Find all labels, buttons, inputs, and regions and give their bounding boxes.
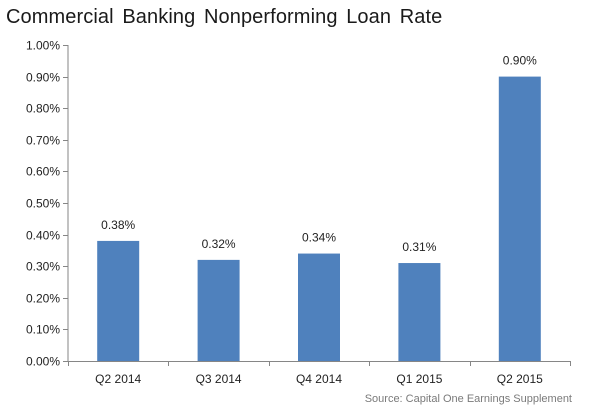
y-tick-label: 0.30%: [26, 260, 60, 274]
y-tick-label: 0.20%: [26, 292, 60, 306]
data-labels: 0.38% 0.32% 0.34% 0.31% 0.90%: [101, 54, 537, 254]
source-note: Source: Capital One Earnings Supplement: [364, 393, 572, 405]
y-axis: 0.00% 0.10% 0.20% 0.30% 0.40% 0.50% 0.60% 0.70%…: [26, 39, 69, 369]
data-label: 0.90%: [503, 54, 537, 68]
bar: [398, 263, 441, 361]
data-label: 0.31%: [402, 240, 436, 254]
x-tick-label: Q1 2015: [396, 372, 442, 386]
y-tick-label: 0.10%: [26, 323, 60, 337]
data-label: 0.34%: [302, 231, 336, 245]
bar: [197, 259, 240, 361]
y-tick-label: 0.80%: [26, 102, 60, 116]
bar: [498, 76, 541, 361]
y-tick-label: 0.90%: [26, 71, 60, 85]
x-axis: Q2 2014 Q3 2014 Q4 2014 Q1 2015 Q2 2015: [68, 361, 571, 386]
bars: [97, 76, 541, 361]
y-tick-label: 0.50%: [26, 197, 60, 211]
y-tick-label: 0.00%: [26, 355, 60, 369]
bar: [97, 240, 140, 361]
y-tick-label: 0.70%: [26, 134, 60, 148]
x-tick-label: Q4 2014: [296, 372, 342, 386]
x-tick-label: Q2 2015: [497, 372, 543, 386]
x-tick-label: Q2 2014: [95, 372, 141, 386]
x-tick-label: Q3 2014: [196, 372, 242, 386]
data-label: 0.38%: [101, 218, 135, 232]
bar: [298, 253, 340, 361]
y-tick-label: 0.60%: [26, 165, 60, 179]
data-label: 0.32%: [202, 237, 236, 251]
chart-title: Commercial Banking Nonperforming Loan Ra…: [6, 6, 443, 28]
y-tick-label: 1.00%: [26, 39, 60, 53]
y-tick-label: 0.40%: [26, 229, 60, 243]
